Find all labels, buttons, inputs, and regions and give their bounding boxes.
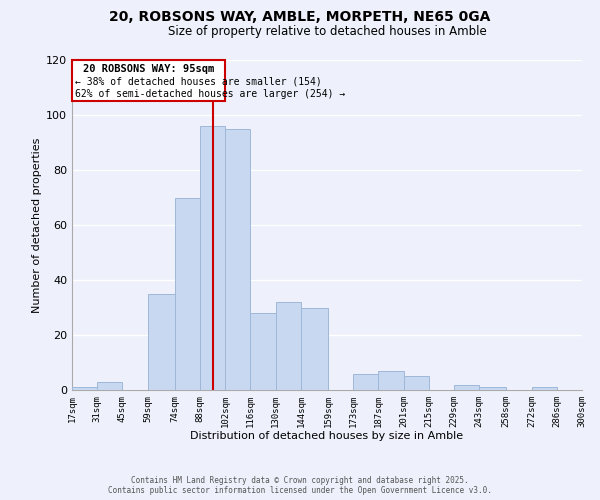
Bar [479, 387, 506, 390]
Y-axis label: Number of detached properties: Number of detached properties [32, 138, 42, 312]
Text: 62% of semi-detached houses are larger (254) →: 62% of semi-detached houses are larger (… [75, 89, 345, 99]
FancyBboxPatch shape [72, 60, 225, 101]
Bar [532, 387, 557, 390]
Bar [404, 376, 429, 390]
Bar [148, 294, 175, 390]
Text: ← 38% of detached houses are smaller (154): ← 38% of detached houses are smaller (15… [75, 76, 322, 86]
Bar [250, 313, 275, 390]
Bar [97, 382, 122, 390]
Bar [275, 302, 301, 390]
Bar [225, 128, 250, 390]
X-axis label: Distribution of detached houses by size in Amble: Distribution of detached houses by size … [190, 432, 464, 442]
Bar [301, 308, 328, 390]
Bar [379, 371, 404, 390]
Bar [175, 198, 200, 390]
Bar [200, 126, 225, 390]
Text: Contains HM Land Registry data © Crown copyright and database right 2025.
Contai: Contains HM Land Registry data © Crown c… [108, 476, 492, 495]
Bar [454, 384, 479, 390]
Text: 20 ROBSONS WAY: 95sqm: 20 ROBSONS WAY: 95sqm [83, 64, 214, 74]
Bar [72, 387, 97, 390]
Text: 20, ROBSONS WAY, AMBLE, MORPETH, NE65 0GA: 20, ROBSONS WAY, AMBLE, MORPETH, NE65 0G… [109, 10, 491, 24]
Bar [353, 374, 379, 390]
Title: Size of property relative to detached houses in Amble: Size of property relative to detached ho… [167, 25, 487, 38]
